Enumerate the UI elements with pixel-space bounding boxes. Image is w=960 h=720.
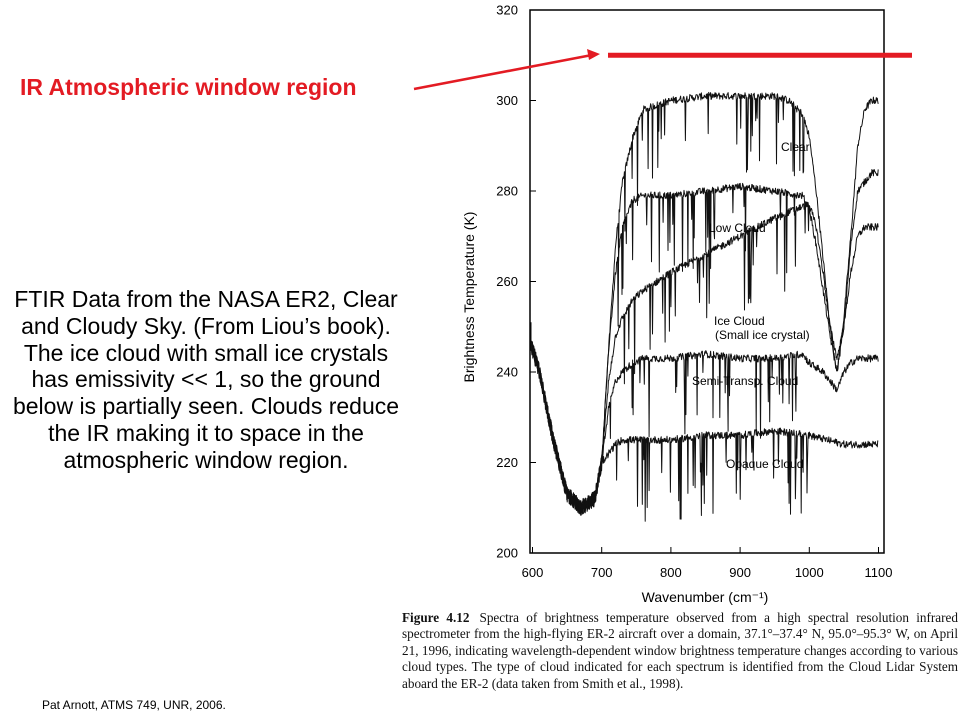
caption-text: Spectra of brightness temperature observ… bbox=[402, 610, 958, 691]
x-tick-900: 900 bbox=[729, 547, 751, 580]
description-text: FTIR Data from the NASA ER2, Clear and C… bbox=[12, 286, 400, 473]
y-tick-220: 220 bbox=[496, 455, 536, 470]
x-tick-label: 900 bbox=[729, 565, 751, 580]
x-tick-label: 1100 bbox=[865, 565, 893, 580]
y-tick-label: 280 bbox=[496, 184, 518, 199]
spectra-curves bbox=[530, 91, 879, 522]
x-tick-1000: 1000 bbox=[795, 547, 824, 580]
series-label-low-cloud: Low Cloud bbox=[709, 221, 766, 235]
x-tick-600: 600 bbox=[522, 547, 544, 580]
y-tick-label: 220 bbox=[496, 455, 518, 470]
figure-number: Figure 4.12 bbox=[402, 610, 470, 625]
series-label-clear: Clear bbox=[781, 140, 810, 154]
brightness-temperature-chart: 200 220 240 260 280 300 320 600 700 800 900 1000 11… bbox=[413, 3, 912, 605]
credit-text: Pat Arnott, ATMS 749, UNR, 2006. bbox=[42, 698, 226, 712]
x-tick-label: 600 bbox=[522, 565, 544, 580]
series-label-semi-transp-cloud: Semi-Transp. Cloud bbox=[692, 374, 798, 388]
y-tick-label: 260 bbox=[496, 274, 518, 289]
y-axis-label: Brightness Temperature (K) bbox=[461, 212, 477, 383]
x-tick-label: 1000 bbox=[795, 565, 824, 580]
y-tick-label: 200 bbox=[496, 546, 518, 561]
y-tick-label: 300 bbox=[496, 93, 518, 108]
x-tick-1100: 1100 bbox=[865, 547, 893, 580]
y-axis: 200 220 240 260 280 300 320 bbox=[496, 3, 536, 561]
series-label-line: (Small ice crystal) bbox=[715, 328, 810, 342]
y-tick-320: 320 bbox=[496, 3, 536, 18]
x-axis-label: Wavenumber (cm⁻¹) bbox=[642, 589, 769, 605]
window-region-annotation: IR Atmospheric window region bbox=[20, 74, 357, 100]
curve-labels: Clear Low Cloud Ice Cloud (Small ice crysta… bbox=[692, 140, 810, 471]
annotation-arrow bbox=[413, 49, 600, 91]
figure-caption: Figure 4.12 Spectra of brightness tempera… bbox=[402, 610, 958, 692]
x-tick-800: 800 bbox=[660, 547, 682, 580]
series-label-opaque-cloud: Opaque Cloud bbox=[726, 457, 803, 471]
x-tick-label: 800 bbox=[660, 565, 682, 580]
x-tick-label: 700 bbox=[591, 565, 613, 580]
y-tick-300: 300 bbox=[496, 93, 536, 108]
series-line-opaque-cloud bbox=[530, 323, 879, 522]
y-tick-240: 240 bbox=[496, 365, 536, 380]
series-label-ice-cloud-small-ice-crystal: Ice Cloud (Small ice crystal) bbox=[714, 314, 810, 342]
y-tick-label: 240 bbox=[496, 365, 518, 380]
series-label-line: Ice Cloud bbox=[714, 314, 765, 328]
x-tick-700: 700 bbox=[591, 547, 613, 580]
y-tick-label: 320 bbox=[496, 3, 518, 18]
x-axis: 600 700 800 900 1000 1100 bbox=[522, 547, 893, 580]
y-tick-280: 280 bbox=[496, 184, 536, 199]
y-tick-260: 260 bbox=[496, 274, 536, 289]
